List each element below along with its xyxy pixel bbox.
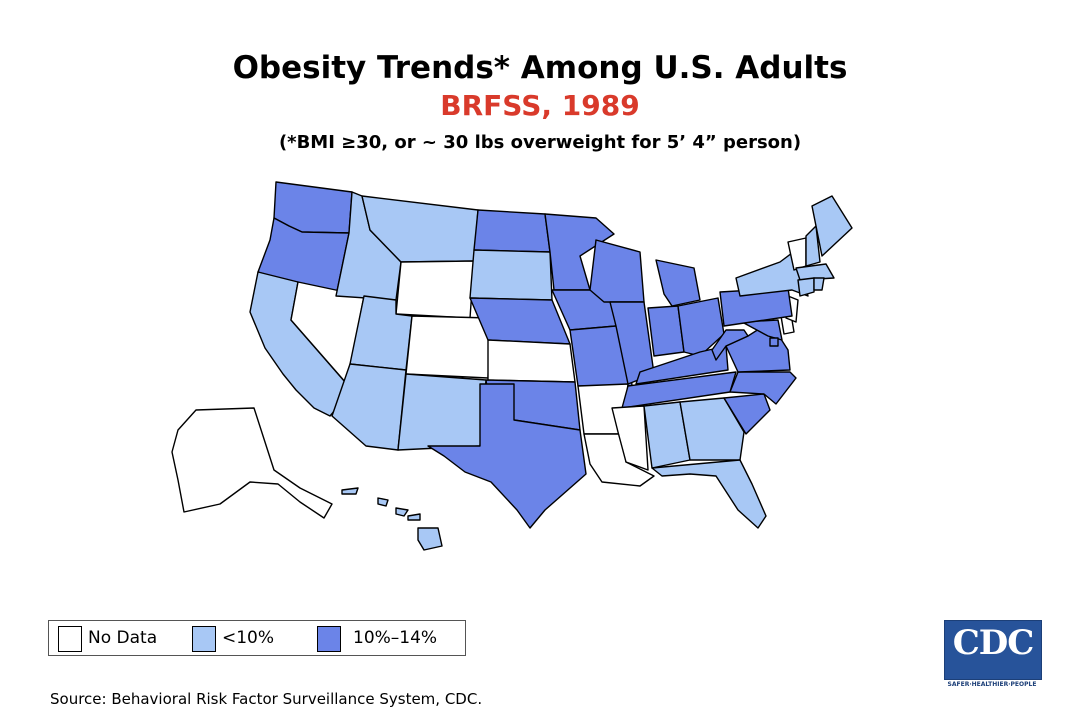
state-co (405, 315, 491, 379)
legend-swatch-lt10 (192, 626, 216, 652)
state-sc (723, 393, 771, 435)
state-wy (395, 260, 475, 319)
legend-label-10-14: 10%–14% (353, 628, 438, 648)
state-ak (171, 407, 333, 519)
state-sd (469, 249, 553, 301)
legend-swatch-10-14 (317, 626, 341, 652)
legend-label-lt10: <10% (222, 628, 275, 648)
state-ny (735, 249, 809, 297)
state-tx (427, 383, 587, 529)
state-az (331, 363, 407, 451)
state-me (811, 195, 853, 257)
state-fl (651, 459, 767, 529)
cdc-logo-tagline: SAFER·HEALTHIER·PEOPLE (947, 681, 1037, 688)
state-nd (473, 209, 551, 253)
source-note: Source: Behavioral Risk Factor Surveilla… (50, 690, 483, 708)
map-title: Obesity Trends* Among U.S. Adults (232, 50, 848, 86)
map-subtitle: BRFSS, 1989 (440, 89, 640, 122)
state-ky (635, 345, 729, 385)
bmi-footnote: (*BMI ≥30, or ~ 30 lbs overweight for 5’… (278, 132, 802, 153)
cdc-logo: CDC (944, 620, 1042, 680)
state-mi (655, 259, 701, 307)
state-oh (677, 297, 725, 357)
state-ma (795, 263, 835, 281)
state-mn (544, 213, 615, 291)
state-md (741, 319, 783, 341)
state-nm (397, 373, 487, 451)
state-ga (679, 397, 745, 461)
legend: No Data <10% 10%–14% (48, 620, 466, 656)
state-hi (341, 487, 443, 551)
state-ct (797, 277, 815, 297)
state-ri (813, 277, 825, 291)
state-wv (711, 329, 749, 361)
state-ms (611, 405, 649, 471)
state-wi (589, 239, 645, 303)
state-nh (805, 225, 821, 267)
legend-swatch-no-data (58, 626, 82, 652)
state-dc (769, 337, 779, 347)
state-ks (487, 339, 576, 383)
legend-label-no-data: No Data (88, 628, 158, 648)
cdc-logo-text: CDC (952, 623, 1035, 663)
